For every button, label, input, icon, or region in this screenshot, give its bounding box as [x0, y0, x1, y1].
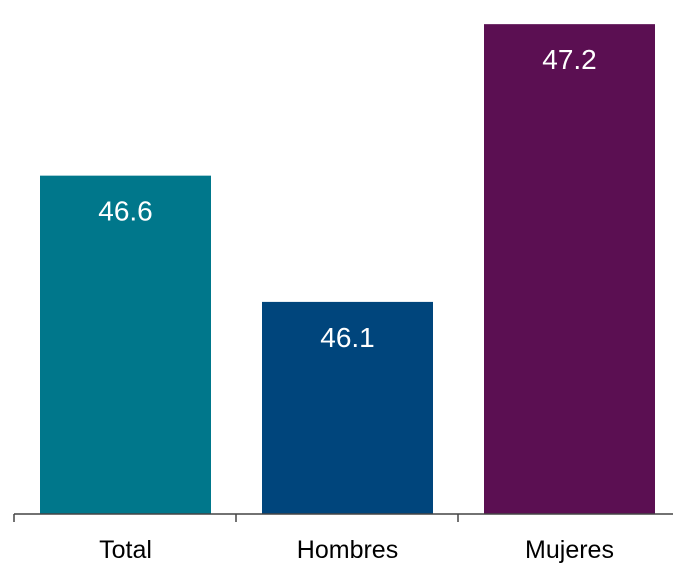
data-labels-group: 46.6 46.1 47.2 — [98, 44, 597, 353]
tick-label-total: Total — [99, 536, 152, 563]
data-label-total: 46.6 — [98, 196, 153, 227]
tick-label-mujeres: Mujeres — [525, 536, 614, 563]
bar-mujeres — [484, 24, 655, 515]
data-label-mujeres: 47.2 — [542, 44, 597, 75]
x-axis-tick-labels: Total Hombres Mujeres — [99, 536, 614, 563]
bars-group — [40, 24, 655, 515]
data-label-hombres: 46.1 — [320, 322, 375, 353]
bar-hombres — [262, 301, 433, 514]
bar-total — [40, 175, 211, 514]
tick-label-hombres: Hombres — [297, 536, 398, 563]
x-axis-ticks — [13, 514, 459, 522]
